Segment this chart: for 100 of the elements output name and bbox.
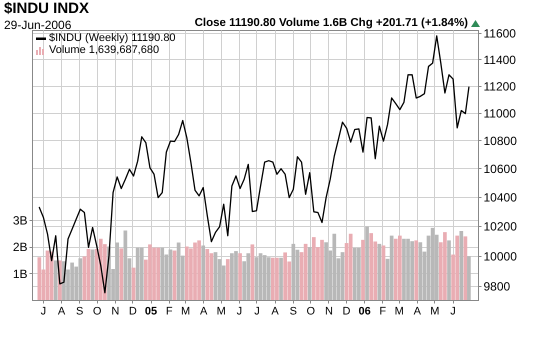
bar (304, 244, 308, 300)
x-tick-label: J (236, 306, 242, 318)
bar (283, 252, 287, 300)
bar (90, 249, 94, 300)
y-tick-label: 1B (12, 266, 28, 281)
x-tick-label: F (379, 306, 386, 318)
bar (210, 253, 214, 300)
bar (86, 248, 90, 300)
x-tick-label: S (76, 306, 84, 318)
bar (394, 238, 398, 300)
bar (390, 236, 394, 300)
bar (250, 244, 254, 300)
x-tick-label: D (128, 306, 137, 318)
bar (184, 246, 189, 300)
x-tick-label: M (180, 306, 190, 318)
bar (271, 258, 275, 300)
bar (279, 258, 283, 300)
bar (418, 242, 422, 300)
x-tick-label: N (111, 306, 120, 318)
bar (291, 244, 296, 300)
x-tick-label: D (342, 306, 351, 318)
x-tick-label: A (200, 306, 208, 318)
bar (119, 248, 124, 300)
x-tick-label: M (216, 306, 226, 318)
bar (46, 250, 50, 300)
bar (78, 258, 82, 300)
x-tick-label: O (306, 306, 316, 318)
bar (124, 230, 128, 300)
bar (352, 248, 357, 300)
y2-tick-label: 10800 (484, 134, 518, 148)
bar (246, 253, 250, 300)
bar (132, 268, 136, 300)
bar (115, 242, 120, 300)
bar (205, 248, 210, 300)
bar (70, 262, 74, 300)
bar (361, 240, 365, 300)
bar (266, 257, 271, 300)
bar (54, 260, 58, 300)
bar (430, 228, 434, 300)
chart-subtitle: 29-Jun-2006 (4, 18, 72, 32)
x-tick-label: A (414, 306, 422, 318)
bar (406, 238, 410, 300)
bar (275, 258, 279, 300)
bar (459, 231, 464, 300)
bar (238, 253, 242, 300)
bar (398, 236, 402, 300)
y2-tick-label: 11400 (484, 52, 516, 67)
y2-tick-label: 11000 (484, 106, 516, 120)
y2-tick-label: 10600 (484, 162, 518, 176)
x-tick-label: 06 (358, 306, 371, 318)
y-tick-label: 3B (12, 213, 28, 228)
y2-tick-label: 10200 (484, 220, 518, 234)
bar (136, 248, 140, 300)
y2-tick-label: 9800 (484, 280, 511, 294)
bar (176, 242, 180, 300)
x-tick-label: S (290, 306, 297, 318)
bar (369, 233, 374, 300)
bar (226, 259, 230, 300)
bar (160, 248, 164, 300)
bar (193, 242, 197, 300)
bar (148, 244, 152, 300)
bar (262, 255, 267, 300)
y2-tick-label: 11600 (484, 26, 516, 41)
x-tick-label: 05 (144, 306, 158, 318)
x-tick-label: O (92, 306, 102, 318)
bar (37, 257, 42, 300)
bar (348, 234, 353, 300)
x-tick-label: M (430, 306, 440, 318)
bar (140, 248, 144, 300)
bar (230, 253, 234, 300)
chart-title: $INDU INDX (4, 0, 90, 17)
bar (365, 226, 369, 300)
bar (467, 256, 471, 300)
bar (156, 248, 160, 300)
bar (340, 252, 344, 300)
bar (168, 249, 172, 300)
bar (152, 248, 156, 300)
legend-label: Volume 1,639,687,680 (49, 44, 160, 56)
y2-tick-label: 10000 (484, 249, 518, 264)
y2-tick-label: 10400 (484, 190, 518, 205)
x-tick-label: M (394, 306, 404, 318)
bar (443, 232, 447, 300)
bar (308, 247, 312, 300)
x-tick-label: N (324, 306, 333, 318)
bar (258, 253, 262, 300)
bar (410, 241, 414, 300)
bar (414, 240, 418, 300)
bar (172, 250, 176, 300)
bar (447, 240, 451, 300)
bar (455, 236, 460, 300)
bar (464, 236, 468, 300)
bar (324, 242, 328, 300)
bar (357, 248, 361, 300)
bar (402, 238, 406, 300)
y-tick-label: 2B (12, 240, 28, 254)
y2-tick-label: 11200 (484, 79, 516, 94)
bar (378, 244, 382, 300)
bar (234, 251, 238, 300)
bar (254, 257, 258, 300)
x-tick-label: J (254, 306, 260, 318)
